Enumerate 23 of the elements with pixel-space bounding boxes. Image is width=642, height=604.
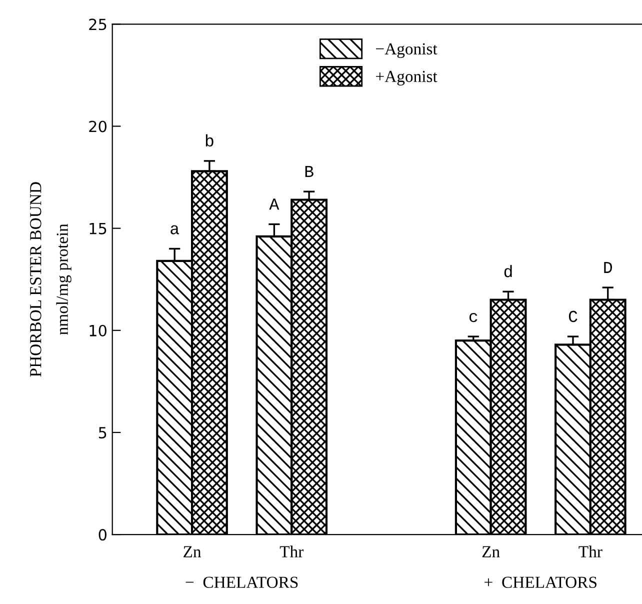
- y-tick-label: 25: [89, 18, 106, 30]
- data-label: A: [269, 198, 280, 210]
- legend-label: −Agonist: [376, 43, 438, 58]
- y-tick-label: 20: [89, 120, 106, 132]
- y-tick-label: 10: [90, 324, 106, 336]
- data-label: B: [305, 166, 314, 177]
- text: − CHELATORS: [186, 576, 298, 588]
- y-tick-label: 0: [98, 529, 106, 541]
- text: + CHELATORS: [484, 576, 596, 588]
- legend-label: +Agonist: [376, 70, 438, 86]
- data-label: c: [469, 312, 478, 322]
- y-axis-title: PHORBOL ESTER BOUND nmol/mg protein: [30, 182, 72, 377]
- data-label: D: [604, 262, 612, 273]
- data-label: a: [170, 225, 180, 234]
- x-tick-label: Thr: [280, 546, 304, 558]
- y-tick-label: 5: [98, 427, 106, 438]
- data-label: C: [568, 310, 578, 322]
- data-label: d: [504, 264, 512, 278]
- x-tick-label: Thr: [578, 546, 602, 558]
- y-tick-label: 15: [90, 222, 106, 234]
- data-label: b: [206, 134, 214, 147]
- x-tick-label: Zn: [184, 546, 202, 558]
- x-tick-label: Zn: [482, 546, 500, 558]
